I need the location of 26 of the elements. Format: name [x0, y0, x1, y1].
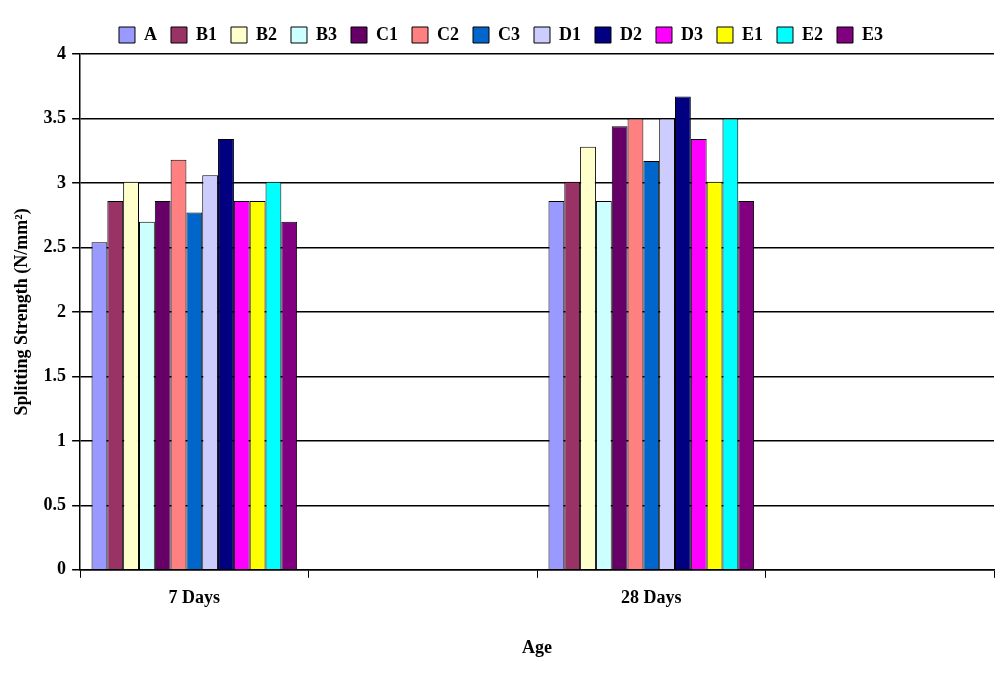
- legend-label: B3: [316, 23, 338, 44]
- legend-label: C3: [498, 23, 520, 44]
- legend-label: B1: [195, 23, 217, 44]
- legend-label: C1: [376, 23, 398, 44]
- y-tick-label: 1.5: [43, 365, 67, 386]
- x-axis-title: Age: [522, 636, 553, 657]
- legend-label: C2: [437, 23, 459, 44]
- legend-label: D1: [559, 23, 581, 44]
- legend-label: D3: [681, 23, 703, 44]
- y-tick-label: 4: [57, 42, 67, 63]
- y-tick-label: 2: [57, 300, 67, 321]
- y-tick-label: 3.5: [43, 107, 67, 128]
- y-tick-label: 2.5: [43, 236, 67, 257]
- legend-label: E3: [862, 23, 884, 44]
- legend-label: D2: [620, 23, 642, 44]
- y-tick-label: 0.5: [43, 493, 67, 514]
- y-tick-label: 1: [57, 429, 67, 450]
- y-axis-title: Splitting Strength (N/mm²): [11, 208, 33, 416]
- legend-label: B2: [255, 23, 278, 44]
- legend-label: E1: [742, 23, 764, 44]
- legend-label: A: [143, 23, 157, 44]
- y-tick-label: 3: [57, 171, 67, 192]
- y-tick-label: 0: [57, 558, 67, 579]
- legend-label: E2: [802, 23, 824, 44]
- x-tick-label: 7 Days: [168, 587, 221, 608]
- x-tick-label: 28 Days: [621, 587, 682, 608]
